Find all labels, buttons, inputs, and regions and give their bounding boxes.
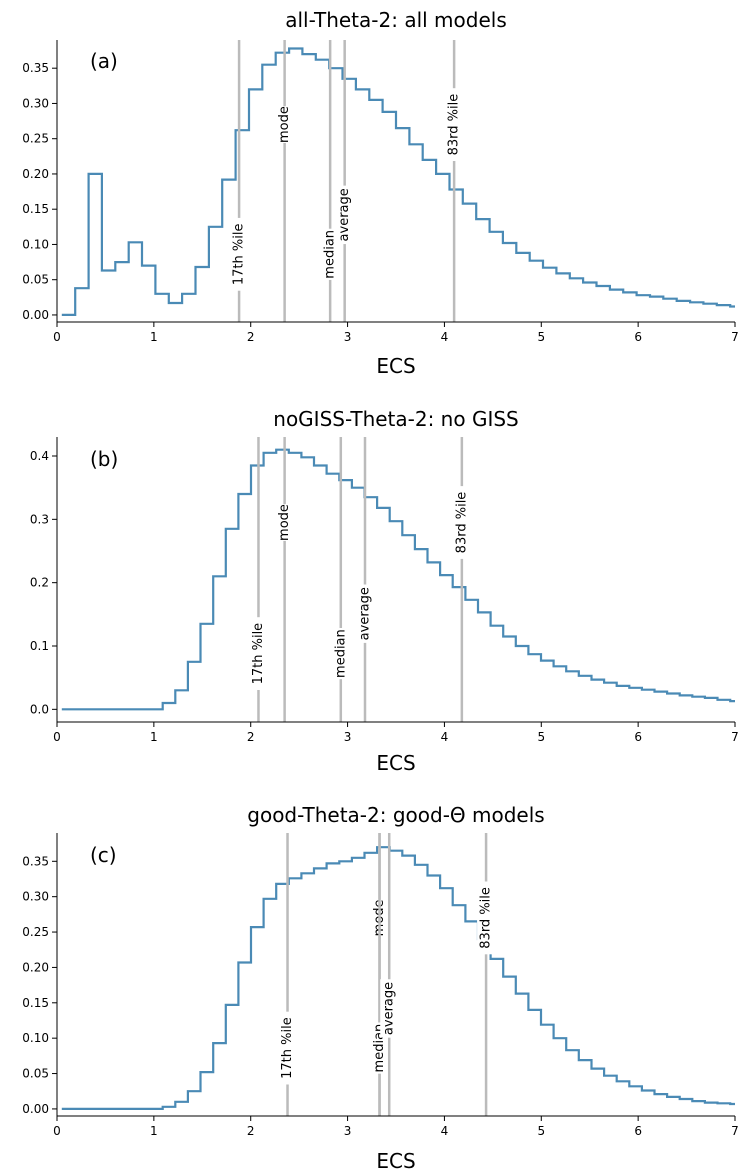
chart-panel-2: good-Theta-2: good-Θ models(c)17th %ile m… bbox=[22, 803, 739, 1171]
data-series bbox=[61, 846, 735, 1110]
x-tick-label: 3 bbox=[344, 330, 352, 344]
data-series bbox=[61, 448, 735, 711]
y-tick-label: 0.3 bbox=[30, 512, 49, 526]
y-tick-label: 0.10 bbox=[22, 237, 49, 251]
chart-title: noGISS-Theta-2: no GISS bbox=[273, 407, 518, 431]
x-tick-label: 3 bbox=[344, 730, 352, 744]
marker-label-bg bbox=[230, 217, 249, 291]
chart-title: all-Theta-2: all models bbox=[285, 8, 507, 32]
y-tick-label: 0.2 bbox=[30, 576, 49, 590]
x-tick-label: 0 bbox=[53, 730, 61, 744]
marker-label: average bbox=[337, 188, 352, 241]
marker-label-bg bbox=[445, 88, 464, 161]
panel-label: (a) bbox=[90, 49, 118, 73]
y-tick-label: 0.00 bbox=[22, 1102, 49, 1116]
y-tick-label: 0.25 bbox=[22, 132, 49, 146]
y-tick-label: 0.4 bbox=[30, 449, 49, 463]
x-axis-label: ECS bbox=[376, 751, 415, 775]
marker-label-bg bbox=[356, 584, 375, 643]
x-tick-label: 5 bbox=[537, 730, 545, 744]
x-tick-label: 6 bbox=[634, 330, 642, 344]
x-tick-label: 4 bbox=[441, 730, 449, 744]
x-tick-label: 5 bbox=[537, 1124, 545, 1138]
y-tick-label: 0.15 bbox=[22, 202, 49, 216]
y-tick-label: 0.0 bbox=[30, 702, 49, 716]
marker-label-bg bbox=[278, 1011, 297, 1085]
panel-label: (c) bbox=[90, 843, 117, 867]
y-tick-label: 0.05 bbox=[22, 273, 49, 287]
marker-label: median bbox=[333, 629, 348, 678]
marker-label: 17th %ile bbox=[280, 1017, 295, 1079]
y-tick-label: 0.20 bbox=[22, 960, 49, 974]
x-tick-label: 2 bbox=[247, 730, 255, 744]
marker-label: 17th %ile bbox=[251, 623, 266, 685]
x-tick-label: 2 bbox=[247, 1124, 255, 1138]
marker-label-bg bbox=[477, 881, 496, 955]
x-tick-label: 4 bbox=[441, 1124, 449, 1138]
x-tick-label: 5 bbox=[537, 330, 545, 344]
chart-panel-0: all-Theta-2: all models (a) 17th %ile mode m… bbox=[22, 8, 739, 378]
marker-label: mode bbox=[277, 106, 292, 143]
x-axis-label: ECS bbox=[376, 1149, 415, 1171]
x-tick-label: 1 bbox=[150, 330, 158, 344]
marker-label: 83rd %ile bbox=[454, 492, 469, 554]
marker-label-bg bbox=[249, 617, 268, 690]
y-tick-label: 0.30 bbox=[22, 96, 49, 110]
x-tick-label: 6 bbox=[634, 1124, 642, 1138]
x-tick-label: 2 bbox=[247, 330, 255, 344]
x-tick-label: 7 bbox=[731, 730, 739, 744]
x-tick-label: 0 bbox=[53, 330, 61, 344]
marker-label-bg bbox=[331, 628, 350, 680]
y-tick-label: 0.25 bbox=[22, 925, 49, 939]
y-tick-label: 0.05 bbox=[22, 1067, 49, 1081]
x-tick-label: 0 bbox=[53, 1124, 61, 1138]
marker-label: 83rd %ile bbox=[447, 94, 462, 156]
marker-label-bg bbox=[275, 106, 294, 143]
y-tick-label: 0.35 bbox=[22, 61, 49, 75]
marker-label: average bbox=[382, 982, 397, 1035]
y-tick-label: 0.15 bbox=[22, 996, 49, 1010]
y-tick-label: 0.1 bbox=[30, 639, 49, 653]
chart-panel-1: noGISS-Theta-2: no GISS (b) 17th %ile mode m… bbox=[30, 407, 739, 775]
marker-label-bg bbox=[275, 504, 294, 541]
panel-label: (b) bbox=[90, 447, 118, 471]
marker-label: average bbox=[358, 587, 373, 640]
marker-label-bg bbox=[452, 486, 471, 559]
marker-label: 17th %ile bbox=[232, 224, 247, 286]
x-tick-label: 1 bbox=[150, 730, 158, 744]
x-tick-label: 3 bbox=[344, 1124, 352, 1138]
x-tick-label: 7 bbox=[731, 330, 739, 344]
y-tick-label: 0.20 bbox=[22, 167, 49, 181]
x-tick-label: 7 bbox=[731, 1124, 739, 1138]
marker-label: mode bbox=[277, 504, 292, 541]
x-tick-label: 1 bbox=[150, 1124, 158, 1138]
marker-label-bg bbox=[335, 185, 354, 245]
marker-label-bg bbox=[380, 979, 399, 1038]
x-tick-label: 6 bbox=[634, 730, 642, 744]
y-tick-label: 0.35 bbox=[22, 854, 49, 868]
y-tick-label: 0.30 bbox=[22, 890, 49, 904]
marker-label-bg bbox=[321, 228, 340, 280]
x-tick-label: 4 bbox=[441, 330, 449, 344]
marker-label: 83rd %ile bbox=[479, 887, 494, 949]
x-axis-label: ECS bbox=[376, 354, 415, 378]
marker-label: median bbox=[323, 230, 338, 279]
y-tick-label: 0.00 bbox=[22, 308, 49, 322]
data-series bbox=[61, 47, 735, 316]
y-tick-label: 0.10 bbox=[22, 1031, 49, 1045]
chart-title: good-Theta-2: good-Θ models bbox=[247, 803, 544, 827]
